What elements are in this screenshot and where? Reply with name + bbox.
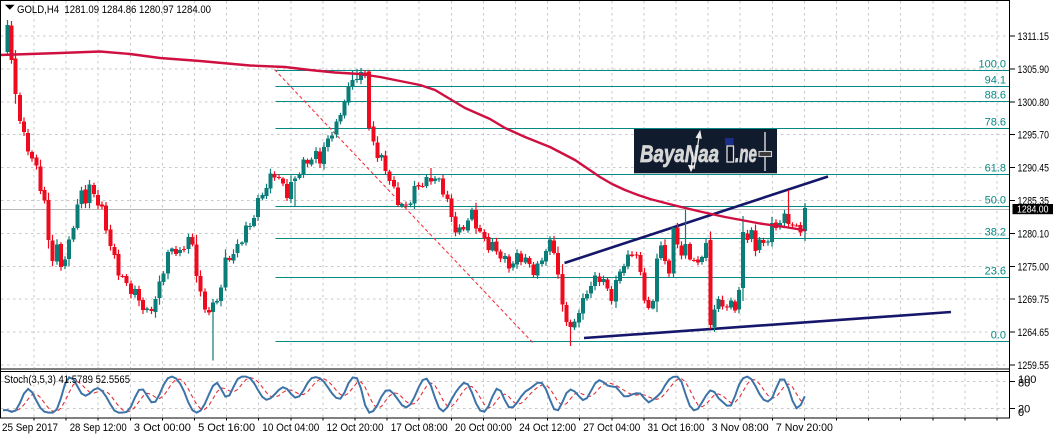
svg-text:1275.00: 1275.00 (1018, 261, 1050, 273)
svg-text:20 Oct 00:00: 20 Oct 00:00 (455, 422, 512, 434)
svg-text:25 Sep 2017: 25 Sep 2017 (2, 422, 58, 434)
svg-text:28 Sep 12:00: 28 Sep 12:00 (70, 422, 127, 434)
svg-text:50.0: 50.0 (985, 195, 1006, 207)
svg-text:78.6: 78.6 (985, 117, 1006, 129)
svg-text:3 Nov 08:00: 3 Nov 08:00 (712, 422, 769, 434)
svg-text:1311.15: 1311.15 (1018, 31, 1050, 43)
svg-text:17 Oct 08:00: 17 Oct 08:00 (391, 422, 448, 434)
svg-text:1269.75: 1269.75 (1018, 294, 1050, 306)
svg-text:1259.55: 1259.55 (1018, 360, 1050, 372)
svg-text:1264.65: 1264.65 (1018, 327, 1050, 339)
svg-text:38.2: 38.2 (985, 227, 1006, 239)
svg-text:GOLD,H4 1281.09 1284.86 1280.: GOLD,H4 1281.09 1284.86 1280.97 1284.00 (17, 4, 211, 16)
svg-text:61.8: 61.8 (985, 163, 1006, 175)
svg-text:10 Oct 04:00: 10 Oct 04:00 (262, 422, 319, 434)
svg-text:1295.70: 1295.70 (1018, 130, 1050, 142)
svg-text:1305.90: 1305.90 (1018, 64, 1050, 76)
svg-text:0.0: 0.0 (991, 330, 1006, 342)
svg-text:3 Oct 00:00: 3 Oct 00:00 (134, 422, 191, 434)
svg-text:80: 80 (1018, 378, 1030, 390)
svg-text:1280.10: 1280.10 (1018, 228, 1050, 240)
svg-text:1300.80: 1300.80 (1018, 97, 1050, 109)
svg-text:23.6: 23.6 (985, 266, 1006, 278)
svg-text:1284.00: 1284.00 (1017, 204, 1049, 216)
svg-text:5 Oct 16:00: 5 Oct 16:00 (198, 422, 255, 434)
svg-text:100.0: 100.0 (978, 59, 1006, 71)
svg-text:31 Oct 16:00: 31 Oct 16:00 (648, 422, 705, 434)
svg-text:7 Nov 20:00: 7 Nov 20:00 (776, 422, 833, 434)
svg-text:94.1: 94.1 (985, 75, 1006, 87)
svg-text:24 Oct 12:00: 24 Oct 12:00 (519, 422, 576, 434)
svg-text:0: 0 (1018, 407, 1024, 419)
svg-text:12 Oct 20:00: 12 Oct 20:00 (327, 422, 384, 434)
svg-text:.ne: .ne (735, 141, 757, 168)
svg-text:88.6: 88.6 (985, 90, 1006, 102)
svg-text:27 Oct 04:00: 27 Oct 04:00 (583, 422, 640, 434)
svg-text:Stoch(3,5,3) 41.5789 52.5565: Stoch(3,5,3) 41.5789 52.5565 (4, 374, 130, 386)
svg-text:BayaNaa: BayaNaa (640, 141, 719, 168)
svg-text:1290.45: 1290.45 (1018, 163, 1050, 175)
